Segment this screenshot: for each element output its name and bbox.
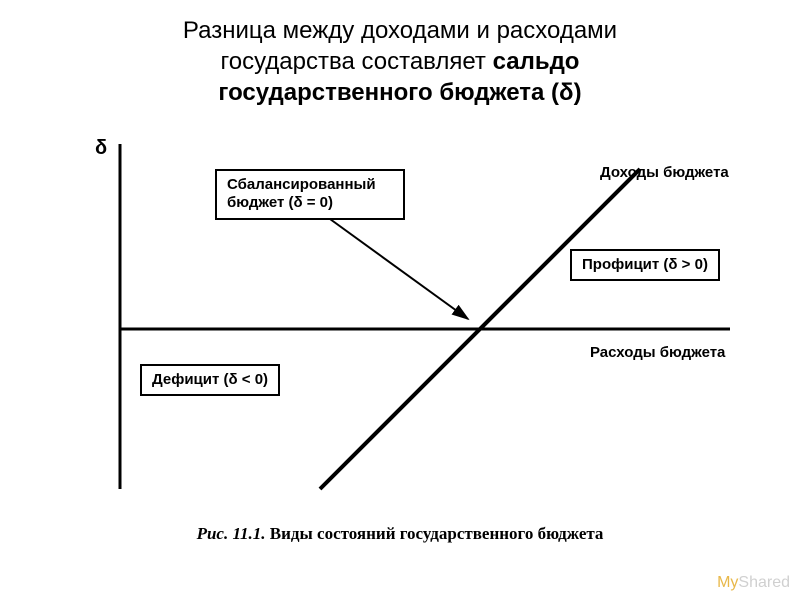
box-balanced: Сбалансированный бюджет (δ = 0) bbox=[215, 169, 405, 221]
title-bold1: сальдо bbox=[493, 48, 580, 75]
box-surplus: Профицит (δ > 0) bbox=[570, 249, 720, 282]
watermark-my: My bbox=[717, 574, 738, 591]
watermark-shared: Shared bbox=[738, 574, 790, 591]
caption-figno: Рис. 11.1. bbox=[197, 524, 266, 543]
title-line2: государства составляет bbox=[221, 48, 493, 75]
title-line1: Разница между доходами и расходами bbox=[183, 17, 617, 44]
watermark: MyShared bbox=[717, 574, 790, 592]
label-expense: Расходы бюджета bbox=[590, 344, 725, 361]
title-bold2: государственного бюджета (δ) bbox=[218, 79, 581, 106]
box-balanced-l1: Сбалансированный bbox=[227, 176, 376, 193]
diagram: δ Сбалансированный бюджет (δ = 0) Дефици… bbox=[50, 129, 750, 509]
slide-title: Разница между доходами и расходами госуд… bbox=[0, 0, 800, 119]
box-deficit: Дефицит (δ < 0) bbox=[140, 364, 280, 397]
figure-caption: Рис. 11.1. Виды состояний государственно… bbox=[0, 524, 800, 544]
label-income: Доходы бюджета bbox=[600, 164, 729, 181]
caption-text: Виды состояний государственного бюджета bbox=[270, 524, 604, 543]
box-balanced-l2: бюджет (δ = 0) bbox=[227, 194, 333, 211]
delta-axis-label: δ bbox=[95, 137, 107, 160]
pointer-arrow bbox=[330, 219, 468, 319]
